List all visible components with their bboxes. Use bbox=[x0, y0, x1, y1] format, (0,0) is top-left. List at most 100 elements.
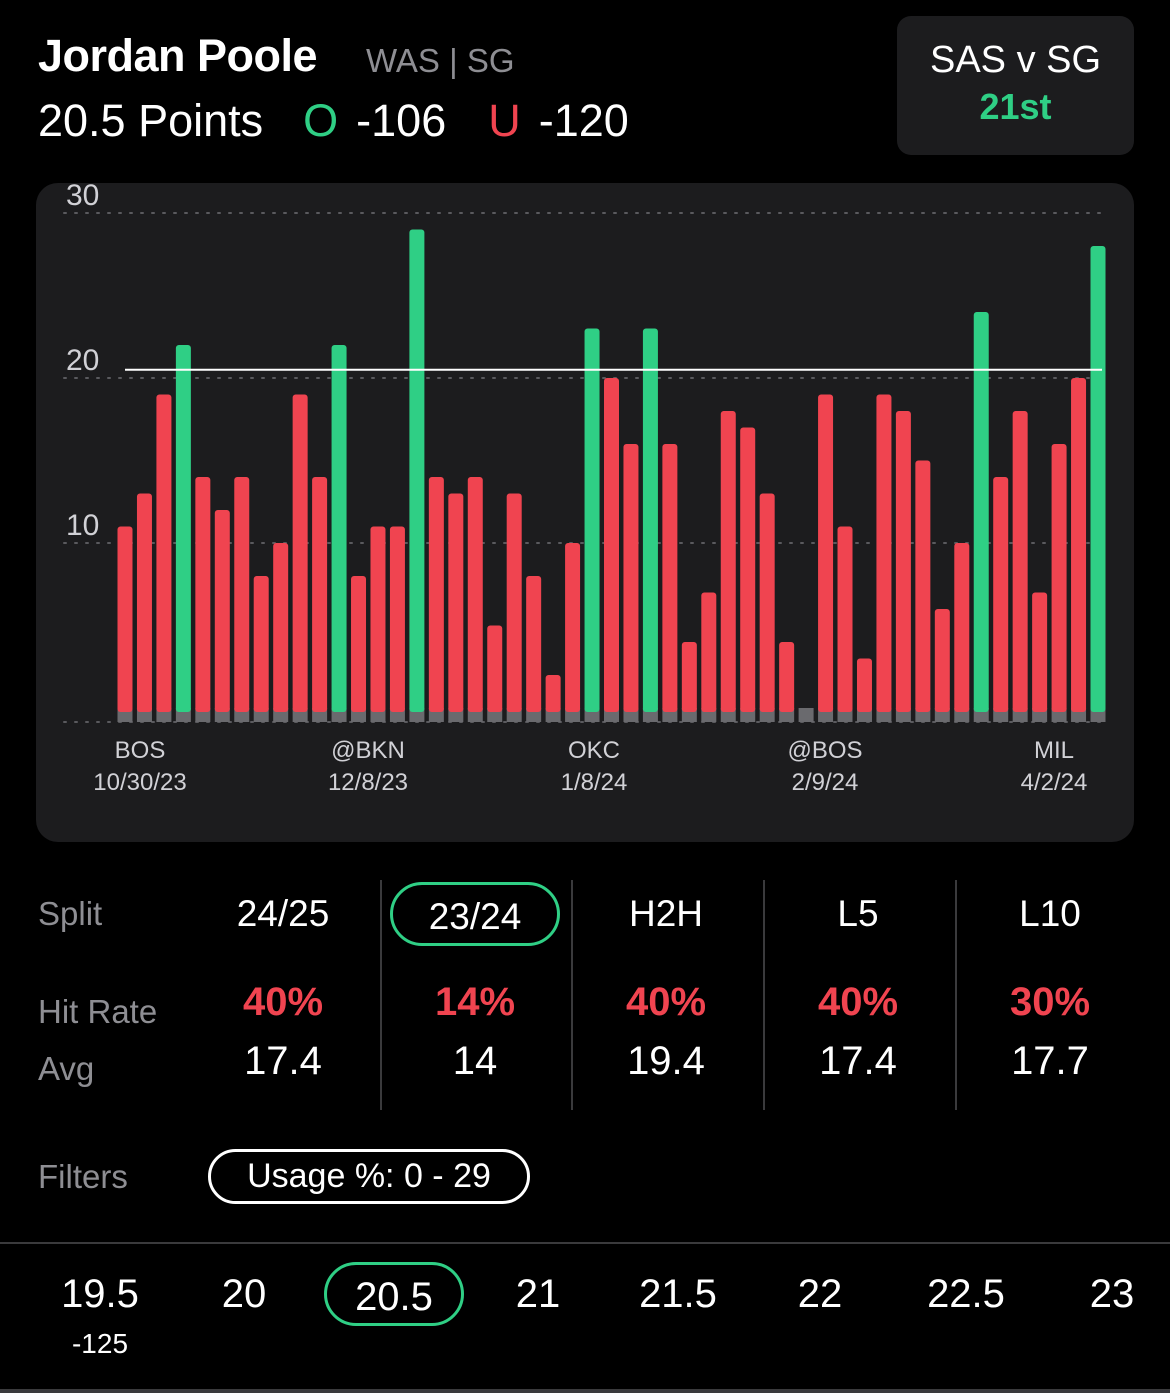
matchup-title: SAS v SG bbox=[929, 39, 1102, 81]
bar bbox=[234, 477, 250, 712]
x-label-date: 10/30/23 bbox=[93, 769, 186, 796]
split-name[interactable]: 23/24 bbox=[390, 882, 560, 946]
bar bbox=[1071, 378, 1087, 712]
column-divider bbox=[380, 880, 382, 1110]
hit-rate-value: 14% bbox=[434, 980, 516, 1024]
x-label-date: 4/2/24 bbox=[1021, 769, 1088, 796]
filters-label: Filters bbox=[38, 1158, 128, 1195]
x-label-team: MIL bbox=[1034, 737, 1074, 764]
line-option-value[interactable]: 20 bbox=[221, 1272, 267, 1316]
bar bbox=[487, 625, 503, 712]
bar bbox=[720, 411, 736, 712]
x-label-date: 12/8/23 bbox=[328, 769, 408, 796]
line-option-value[interactable]: 21.5 bbox=[639, 1272, 717, 1316]
bar bbox=[214, 510, 230, 712]
bar bbox=[351, 576, 367, 712]
team-position: WAS | SG bbox=[366, 42, 515, 79]
line-option-value[interactable]: 21 bbox=[515, 1272, 561, 1316]
prop-line-row: 20.5 Points O -106 U -120 bbox=[38, 95, 629, 147]
split-column[interactable]: L10 30% 17.7 bbox=[955, 882, 1145, 1084]
line-option-value[interactable]: 23 bbox=[1089, 1272, 1135, 1316]
bar bbox=[876, 394, 892, 712]
split-column[interactable]: 23/24 14% 14 bbox=[380, 882, 570, 1084]
line-option[interactable]: 21 bbox=[468, 1262, 608, 1326]
hit-rate-value: 40% bbox=[625, 980, 707, 1024]
avg-value: 17.4 bbox=[244, 1039, 322, 1083]
line-option-odds: -125 bbox=[71, 1328, 129, 1359]
split-column[interactable]: 24/25 40% 17.4 bbox=[188, 882, 378, 1084]
bar bbox=[779, 642, 795, 712]
x-label-team: OKC bbox=[568, 737, 620, 764]
bar bbox=[331, 345, 347, 712]
line-option[interactable]: 22 bbox=[750, 1262, 890, 1326]
bar bbox=[701, 592, 717, 712]
bar bbox=[681, 642, 697, 712]
bar bbox=[642, 328, 658, 712]
divider bbox=[0, 1242, 1170, 1244]
bar bbox=[195, 477, 211, 712]
line-option[interactable]: 23 bbox=[1042, 1262, 1170, 1326]
bar bbox=[389, 526, 405, 712]
line-option[interactable]: 20.5 bbox=[324, 1262, 464, 1326]
bar bbox=[565, 543, 581, 712]
bar bbox=[1012, 411, 1028, 712]
line-option[interactable]: 22.5 bbox=[896, 1262, 1036, 1326]
bar bbox=[1051, 444, 1067, 712]
x-label-team: @BKN bbox=[331, 737, 405, 764]
bar bbox=[740, 427, 756, 712]
line-option-value[interactable]: 22.5 bbox=[927, 1272, 1005, 1316]
bar bbox=[973, 312, 989, 712]
bar bbox=[545, 675, 561, 712]
bar bbox=[175, 345, 191, 712]
avg-value: 17.7 bbox=[1011, 1039, 1089, 1083]
x-label-team: @BOS bbox=[787, 737, 862, 764]
x-label-date: 2/9/24 bbox=[792, 769, 859, 796]
bar bbox=[156, 394, 172, 712]
matchup-box[interactable]: SAS v SG 21st bbox=[897, 16, 1134, 155]
column-divider bbox=[955, 880, 957, 1110]
bar bbox=[818, 394, 834, 712]
x-label-date: 1/8/24 bbox=[561, 769, 628, 796]
split-name[interactable]: 24/25 bbox=[236, 893, 330, 934]
split-name[interactable]: H2H bbox=[628, 893, 704, 934]
bar-base bbox=[798, 708, 814, 722]
line-option-value[interactable]: 19.5 bbox=[61, 1272, 139, 1316]
split-column[interactable]: H2H 40% 19.4 bbox=[571, 882, 761, 1084]
bar bbox=[506, 493, 522, 712]
bar bbox=[312, 477, 328, 712]
bar bbox=[292, 394, 308, 712]
over-odds[interactable]: -106 bbox=[356, 95, 447, 146]
column-divider bbox=[763, 880, 765, 1110]
avg-row-label: Avg bbox=[38, 1050, 95, 1087]
bar bbox=[895, 411, 911, 712]
line-option[interactable]: 20 bbox=[174, 1262, 314, 1326]
bar bbox=[856, 658, 872, 712]
hit-rate-value: 40% bbox=[242, 980, 324, 1024]
split-name[interactable]: L10 bbox=[1019, 893, 1081, 934]
bottom-divider bbox=[0, 1389, 1170, 1393]
avg-value: 17.4 bbox=[819, 1039, 897, 1083]
y-tick-label: 30 bbox=[66, 183, 99, 212]
bar bbox=[409, 229, 425, 712]
line-option-value[interactable]: 22 bbox=[797, 1272, 843, 1316]
line-option[interactable]: 21.5 bbox=[608, 1262, 748, 1326]
bar bbox=[526, 576, 542, 712]
bar bbox=[604, 378, 619, 712]
bar bbox=[1032, 592, 1048, 712]
bar bbox=[1090, 246, 1106, 712]
under-odds[interactable]: -120 bbox=[538, 95, 629, 146]
bar bbox=[428, 477, 444, 712]
points-bar-chart: 10 20 30 BOS 10/30/23 @BKN 12/8/23 OKC 1/8/24 @BO… bbox=[63, 183, 1106, 796]
split-name[interactable]: L5 bbox=[837, 893, 879, 934]
bar bbox=[370, 526, 386, 712]
x-label-team: BOS bbox=[115, 737, 166, 764]
line-option[interactable]: 19.5 -125 bbox=[30, 1262, 170, 1360]
column-divider bbox=[571, 880, 573, 1110]
line-option-value[interactable]: 20.5 bbox=[324, 1262, 464, 1326]
bar bbox=[993, 477, 1009, 712]
avg-value: 14 bbox=[452, 1039, 498, 1083]
usage-filter-pill[interactable]: Usage %: 0 - 29 bbox=[208, 1149, 530, 1204]
bar bbox=[467, 477, 483, 712]
prop-label: 20.5 Points bbox=[38, 95, 264, 146]
split-column[interactable]: L5 40% 17.4 bbox=[763, 882, 953, 1084]
